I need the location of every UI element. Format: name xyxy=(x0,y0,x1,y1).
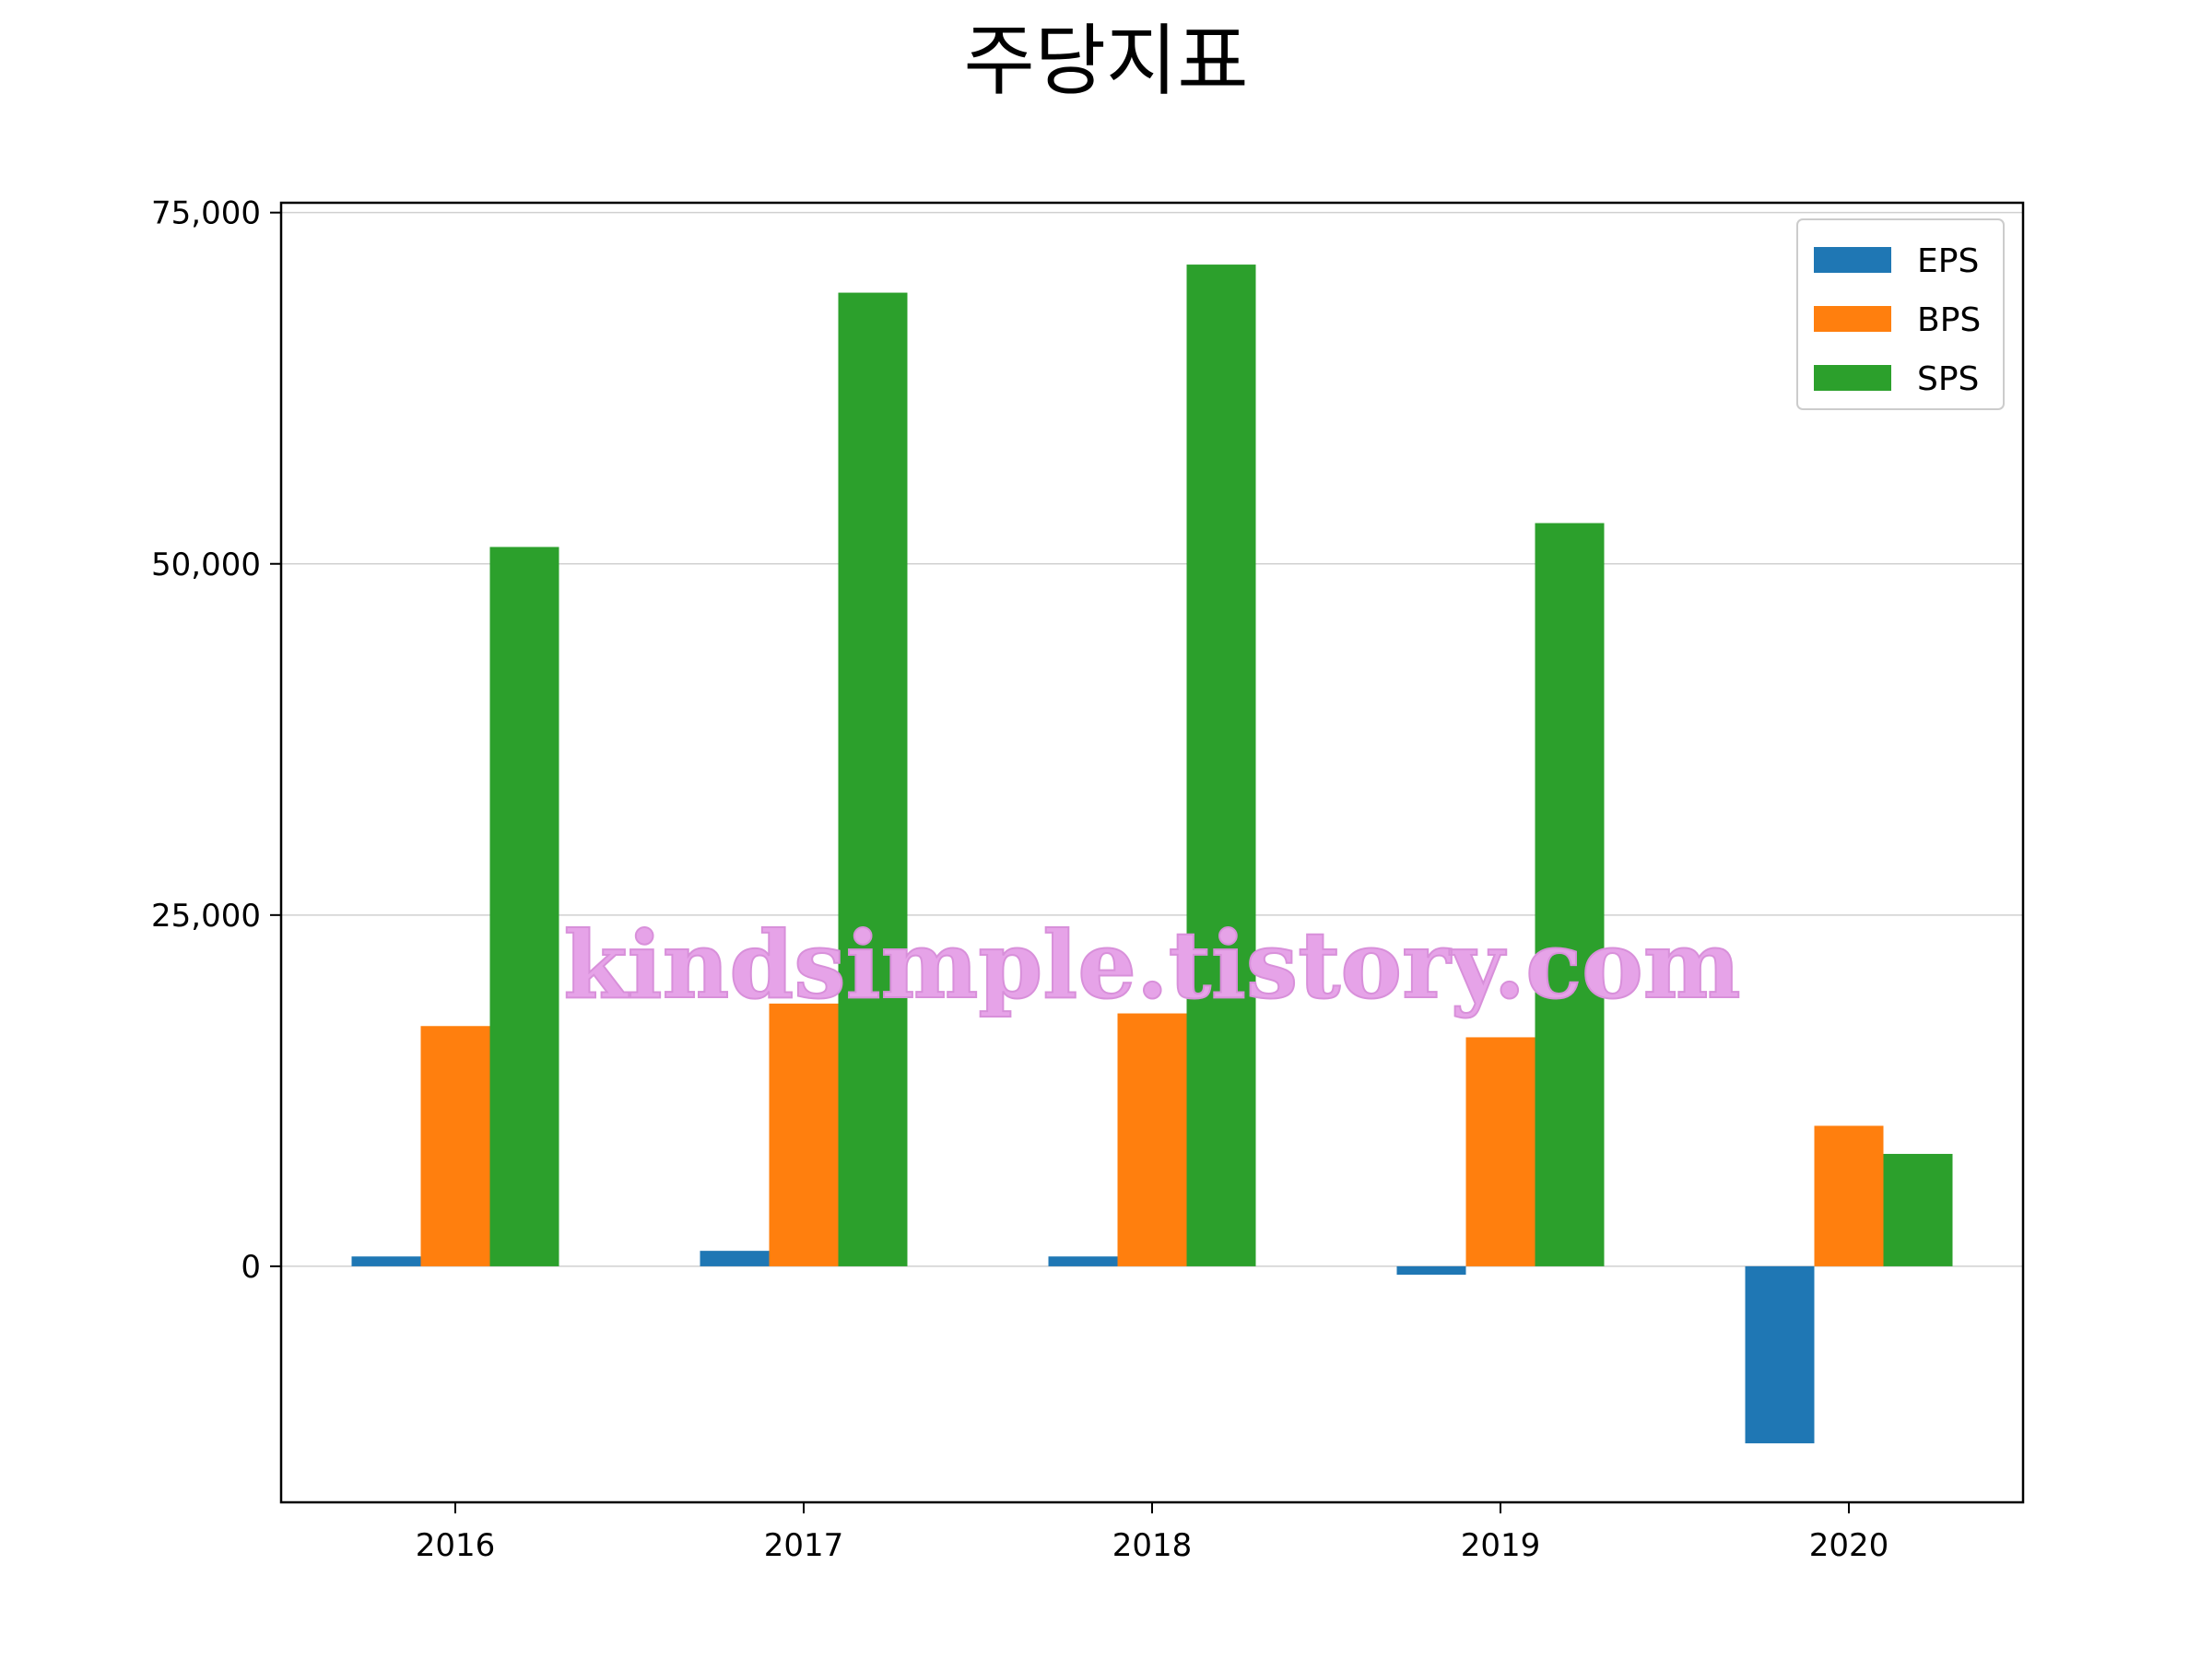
x-tick-label-2020: 2020 xyxy=(1809,1527,1889,1564)
legend-swatch-bps xyxy=(1814,306,1891,332)
y-tick-label-1: 25,000 xyxy=(151,898,261,935)
bar-eps-2016 xyxy=(351,1256,421,1266)
gridlines xyxy=(281,211,2023,1267)
bar-sps-2017 xyxy=(838,292,908,1266)
legend-label-sps: SPS xyxy=(1917,360,1979,398)
legend: EPS BPS SPS xyxy=(1796,218,2005,410)
x-axis: 2016 2017 2018 2019 2020 xyxy=(416,1502,1889,1564)
y-tick-label-3: 75,000 xyxy=(151,195,261,232)
bar-eps-2017 xyxy=(700,1251,770,1266)
watermark-text: kindsimple.tistory.com xyxy=(563,911,1740,1019)
bar-bps-2020 xyxy=(1814,1125,1884,1266)
bar-sps-2019 xyxy=(1535,523,1605,1266)
y-axis: 0 25,000 50,000 75,000 xyxy=(151,195,281,1286)
bars xyxy=(351,265,1953,1443)
legend-swatch-eps xyxy=(1814,247,1891,273)
bar-bps-2018 xyxy=(1117,1013,1187,1266)
x-tick-label-2017: 2017 xyxy=(764,1527,844,1564)
x-tick-label-2016: 2016 xyxy=(416,1527,496,1564)
bar-eps-2020 xyxy=(1745,1265,1815,1443)
legend-label-eps: EPS xyxy=(1917,242,1979,280)
bar-eps-2018 xyxy=(1048,1256,1118,1266)
x-tick-label-2019: 2019 xyxy=(1461,1527,1541,1564)
bar-sps-2020 xyxy=(1883,1153,1953,1266)
bar-bps-2016 xyxy=(420,1026,490,1266)
bar-bps-2017 xyxy=(769,1003,839,1266)
chart-title: 주당지표 xyxy=(963,16,1248,106)
bar-bps-2019 xyxy=(1465,1037,1535,1266)
bar-sps-2016 xyxy=(489,547,559,1266)
legend-label-bps: BPS xyxy=(1917,301,1981,339)
bar-sps-2018 xyxy=(1186,265,1256,1266)
y-tick-label-2: 50,000 xyxy=(151,547,261,583)
bar-eps-2019 xyxy=(1396,1265,1466,1276)
y-tick-label-0: 0 xyxy=(241,1249,261,1286)
legend-swatch-sps xyxy=(1814,365,1891,391)
x-tick-label-2018: 2018 xyxy=(1112,1527,1193,1564)
